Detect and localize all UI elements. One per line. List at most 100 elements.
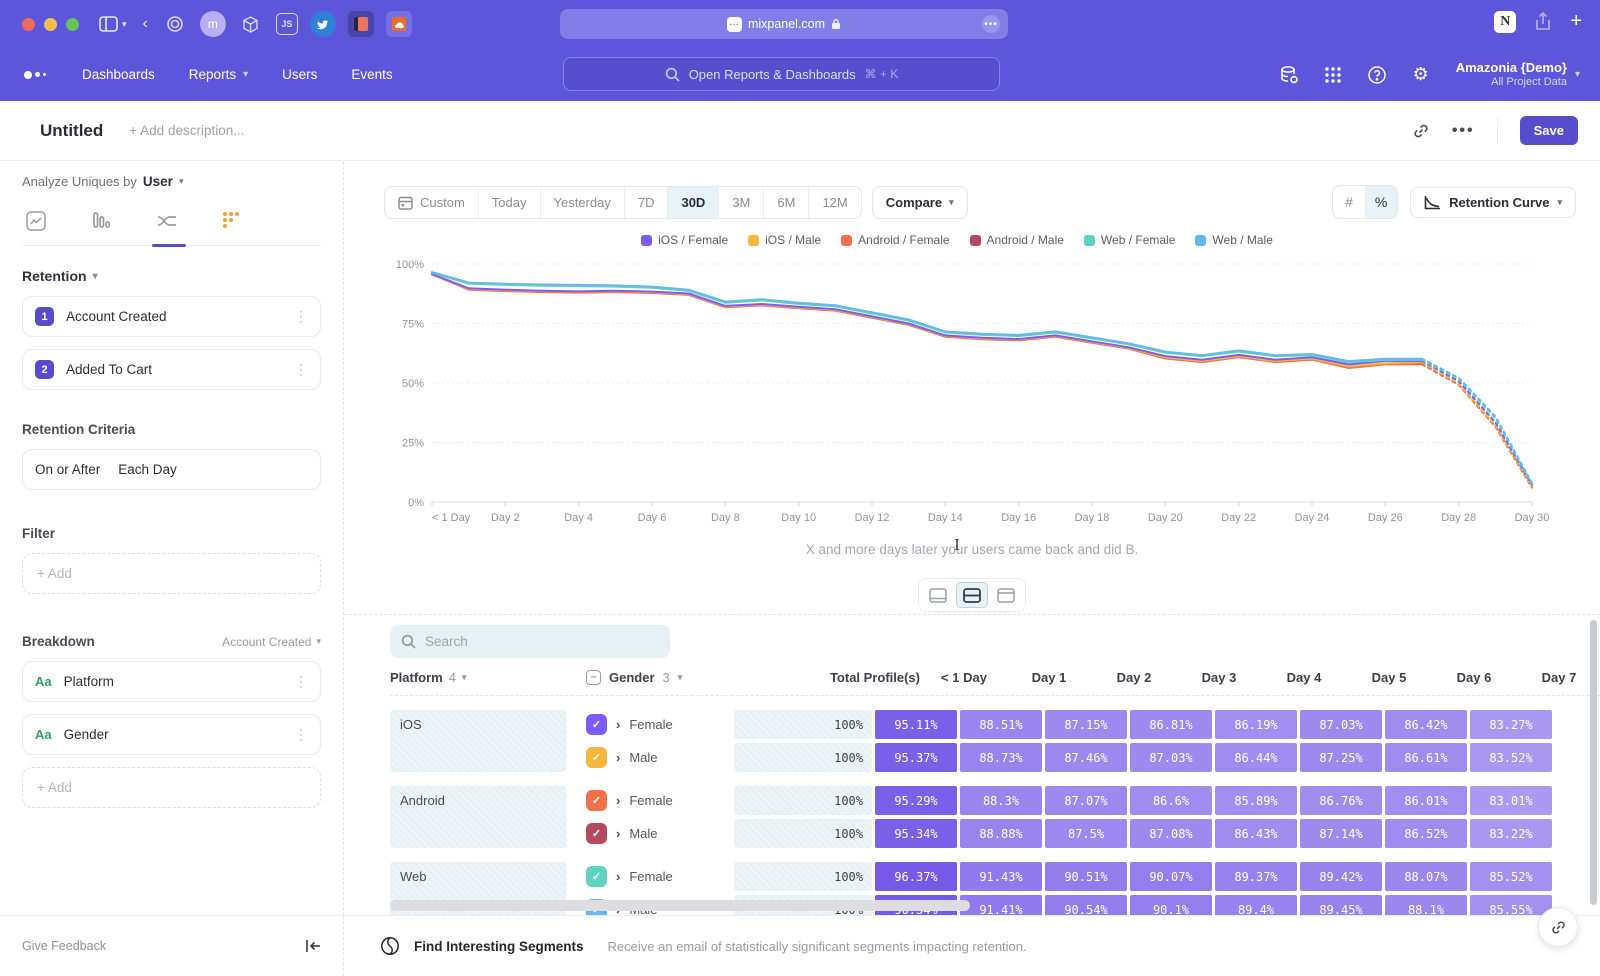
layout-chart-only-button[interactable]	[922, 582, 954, 608]
retention-value-cell[interactable]: 87.07%	[1045, 786, 1127, 815]
legend-item[interactable]: Android / Female	[841, 233, 949, 247]
avatar-m-icon[interactable]: m	[200, 11, 226, 37]
share-icon[interactable]	[1534, 12, 1552, 32]
tab-funnels[interactable]	[91, 211, 113, 233]
column-total-profiles[interactable]: Total Profile(s)	[782, 670, 920, 685]
step-event-name[interactable]: Account Created	[66, 309, 167, 324]
retention-value-cell[interactable]: 85.52%	[1470, 862, 1552, 891]
analyze-entity-select[interactable]: User	[143, 174, 173, 189]
indeterminate-checkbox[interactable]: –	[586, 670, 601, 685]
share-link-floating-button[interactable]	[1538, 907, 1578, 947]
retention-value-cell[interactable]: 96.37%	[875, 862, 957, 891]
retention-value-cell[interactable]: 83.52%	[1470, 743, 1552, 772]
retention-step-2[interactable]: 2 Added To Cart ⋮	[22, 349, 321, 390]
kebab-menu-icon[interactable]: ⋮	[294, 726, 308, 743]
retention-value-cell[interactable]: 87.5%	[1045, 819, 1127, 848]
range-button-today[interactable]: Today	[479, 187, 541, 218]
address-bar[interactable]: ··· mixpanel.com •••	[560, 9, 1008, 39]
legend-item[interactable]: iOS / Female	[641, 233, 728, 247]
range-button-custom[interactable]: Custom	[385, 187, 479, 218]
retention-value-cell[interactable]: 89.4%	[1215, 895, 1297, 915]
add-breakdown-button[interactable]: + Add	[22, 767, 321, 808]
cloud-app-icon[interactable]	[386, 11, 412, 37]
range-button-30d[interactable]: 30D	[668, 187, 719, 218]
retention-value-cell[interactable]: 87.03%	[1300, 710, 1382, 739]
day-column-header[interactable]: Day 4	[1263, 670, 1345, 685]
mode-percent-button[interactable]: %	[1365, 186, 1397, 218]
global-search[interactable]: Open Reports & Dashboards ⌘ + K	[563, 57, 1000, 91]
column-gender[interactable]: – Gender 3 ▾	[586, 670, 754, 685]
range-button-6m[interactable]: 6M	[764, 187, 809, 218]
retention-value-cell[interactable]: 88.88%	[960, 819, 1042, 848]
browser-back-button[interactable]: ‹	[143, 15, 148, 33]
retention-value-cell[interactable]: 86.76%	[1300, 786, 1382, 815]
vertical-scrollbar[interactable]	[1590, 620, 1597, 905]
kebab-menu-icon[interactable]: ⋮	[294, 308, 308, 325]
series-checkbox[interactable]: ✓	[586, 714, 607, 735]
retention-value-cell[interactable]: 95.37%	[875, 743, 957, 772]
retention-value-cell[interactable]: 90.51%	[1045, 862, 1127, 891]
range-button-7d[interactable]: 7D	[625, 187, 669, 218]
breakdown-property-name[interactable]: Gender	[64, 727, 109, 742]
retention-value-cell[interactable]: 88.07%	[1385, 862, 1467, 891]
retention-step-1[interactable]: 1 Account Created ⋮	[22, 296, 321, 337]
day-column-header[interactable]: Day 2	[1093, 670, 1175, 685]
retention-value-cell[interactable]: 87.08%	[1130, 819, 1212, 848]
settings-gear-icon[interactable]: ⚙	[1410, 64, 1432, 86]
new-tab-icon[interactable]: +	[1570, 10, 1582, 33]
series-checkbox[interactable]: ✓	[586, 790, 607, 811]
more-actions-icon[interactable]: •••	[1452, 122, 1475, 140]
retention-value-cell[interactable]: 90.1%	[1130, 895, 1212, 915]
retention-value-cell[interactable]: 87.46%	[1045, 743, 1127, 772]
retention-value-cell[interactable]: 88.51%	[960, 710, 1042, 739]
nav-reports[interactable]: Reports▾	[189, 67, 248, 82]
notion-extension-icon[interactable]: N	[1494, 11, 1516, 33]
range-button-12m[interactable]: 12M	[809, 187, 860, 218]
retention-value-cell[interactable]: 86.19%	[1215, 710, 1297, 739]
retention-criteria-card[interactable]: On or After Each Day	[22, 449, 321, 490]
day-column-header[interactable]: Day 6	[1433, 670, 1515, 685]
window-controls[interactable]	[22, 18, 79, 31]
column-platform[interactable]: Platform 4 ▾	[390, 670, 586, 685]
retention-value-cell[interactable]: 86.43%	[1215, 819, 1297, 848]
expand-row-icon[interactable]: ›	[616, 793, 620, 808]
retention-value-cell[interactable]: 86.6%	[1130, 786, 1212, 815]
retention-value-cell[interactable]: 86.42%	[1385, 710, 1467, 739]
expand-row-icon[interactable]: ›	[616, 869, 620, 884]
js-icon[interactable]: JS	[276, 13, 298, 35]
browser-sidebar-toggle[interactable]: ▾	[99, 16, 127, 32]
help-icon[interactable]	[1366, 64, 1388, 86]
series-checkbox[interactable]: ✓	[586, 866, 607, 887]
retention-value-cell[interactable]: 90.54%	[1045, 895, 1127, 915]
series-checkbox[interactable]: ✓	[586, 747, 607, 768]
give-feedback-link[interactable]: Give Feedback	[22, 939, 106, 953]
legend-item[interactable]: Web / Female	[1084, 233, 1175, 247]
cube-icon[interactable]	[238, 11, 264, 37]
retention-value-cell[interactable]: 95.34%	[875, 819, 957, 848]
add-filter-button[interactable]: + Add	[22, 553, 321, 594]
ring-icon[interactable]	[162, 11, 188, 37]
range-button-yesterday[interactable]: Yesterday	[541, 187, 625, 218]
retention-value-cell[interactable]: 86.81%	[1130, 710, 1212, 739]
minimize-window-button[interactable]	[44, 18, 57, 31]
day-column-header[interactable]: Day 7	[1518, 670, 1600, 685]
pinned-tabs[interactable]: m JS	[162, 11, 412, 37]
tab-retention[interactable]	[221, 211, 243, 233]
breakdown-gender[interactable]: Aa Gender ⋮	[22, 714, 321, 755]
criteria-type[interactable]: On or After	[35, 462, 100, 477]
compare-button[interactable]: Compare ▾	[872, 186, 968, 219]
layout-split-button[interactable]	[956, 582, 988, 608]
bird-icon[interactable]	[310, 11, 336, 37]
retention-value-cell[interactable]: 87.15%	[1045, 710, 1127, 739]
breakdown-scope-select[interactable]: Account Created ▾	[222, 635, 321, 649]
nav-dashboards[interactable]: Dashboards	[82, 67, 155, 82]
retention-value-cell[interactable]: 95.11%	[875, 710, 957, 739]
tab-flows[interactable]	[156, 211, 178, 233]
retention-value-cell[interactable]: 83.22%	[1470, 819, 1552, 848]
report-title[interactable]: Untitled	[40, 121, 103, 141]
retention-value-cell[interactable]: 86.61%	[1385, 743, 1467, 772]
retention-value-cell[interactable]: 89.42%	[1300, 862, 1382, 891]
red-app-icon[interactable]	[348, 11, 374, 37]
retention-value-cell[interactable]: 88.3%	[960, 786, 1042, 815]
day-column-header[interactable]: < 1 Day	[923, 670, 1005, 685]
